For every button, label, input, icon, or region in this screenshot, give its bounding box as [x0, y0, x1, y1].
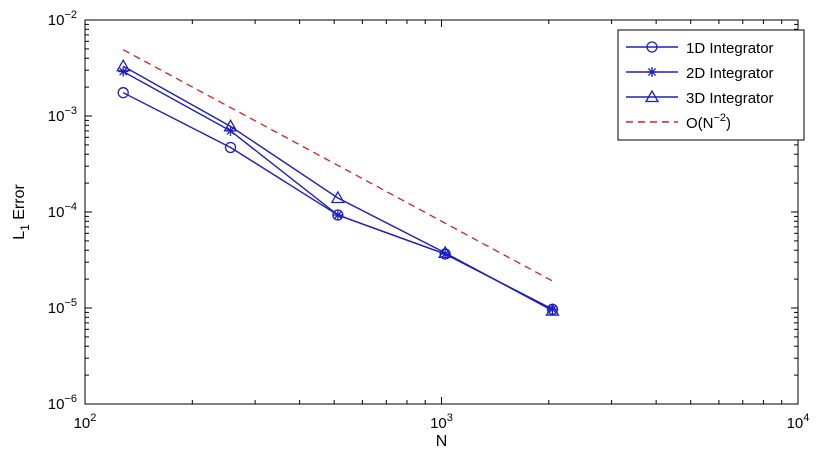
legend-entry: 2D Integrator: [626, 65, 774, 82]
series-3-line: [122, 65, 553, 312]
labels-layer: N L1 Error: [11, 184, 447, 450]
legend-label: O(N−2): [686, 112, 731, 132]
legend: 1D Integrator 2D Integrator 3D Integrator O…: [617, 29, 805, 141]
legend-label: 2D Integrator: [686, 65, 774, 82]
y-tick-label: 10−3: [48, 105, 77, 125]
series-1-marker: [224, 141, 237, 154]
series-1-marker: [117, 87, 129, 99]
legend-entry: 1D Integrator: [626, 40, 774, 57]
series-layer: [116, 49, 560, 316]
y-tick-label: 10−4: [48, 201, 77, 221]
plot-frame: [84, 19, 799, 405]
legend-marker: [647, 67, 657, 77]
legend-label: 1D Integrator: [686, 40, 774, 57]
series-2-marker: [332, 210, 343, 221]
legend-entry: 3D Integrator: [626, 89, 774, 107]
reference-line: [122, 49, 553, 282]
y-tick-label: 10−2: [48, 9, 77, 29]
y-axis-label: L1 Error: [11, 184, 32, 240]
series-3-marker: [223, 119, 238, 132]
legend-box: [617, 29, 805, 141]
series-2-marker: [118, 66, 129, 77]
legend-marker: [646, 41, 658, 53]
series-3-marker: [116, 58, 131, 72]
x-tick-label: 103: [430, 412, 453, 432]
y-tick-label: 10−6: [48, 393, 77, 413]
legend-entry: O(N−2): [626, 112, 731, 132]
y-tick-label: 10−5: [48, 297, 77, 317]
legend-marker: [644, 89, 660, 103]
series-3-marker: [545, 303, 560, 316]
x-axis-label: N: [436, 433, 448, 450]
legend-label: 3D Integrator: [686, 90, 774, 107]
series-3-marker: [438, 245, 453, 259]
series-3-marker: [330, 190, 345, 204]
x-tick-label: 104: [787, 412, 810, 432]
x-tick-label: 102: [74, 412, 97, 432]
ticks-layer: 102 103 104 10−6 10−5 10−4 10−3 10−2: [48, 9, 810, 432]
